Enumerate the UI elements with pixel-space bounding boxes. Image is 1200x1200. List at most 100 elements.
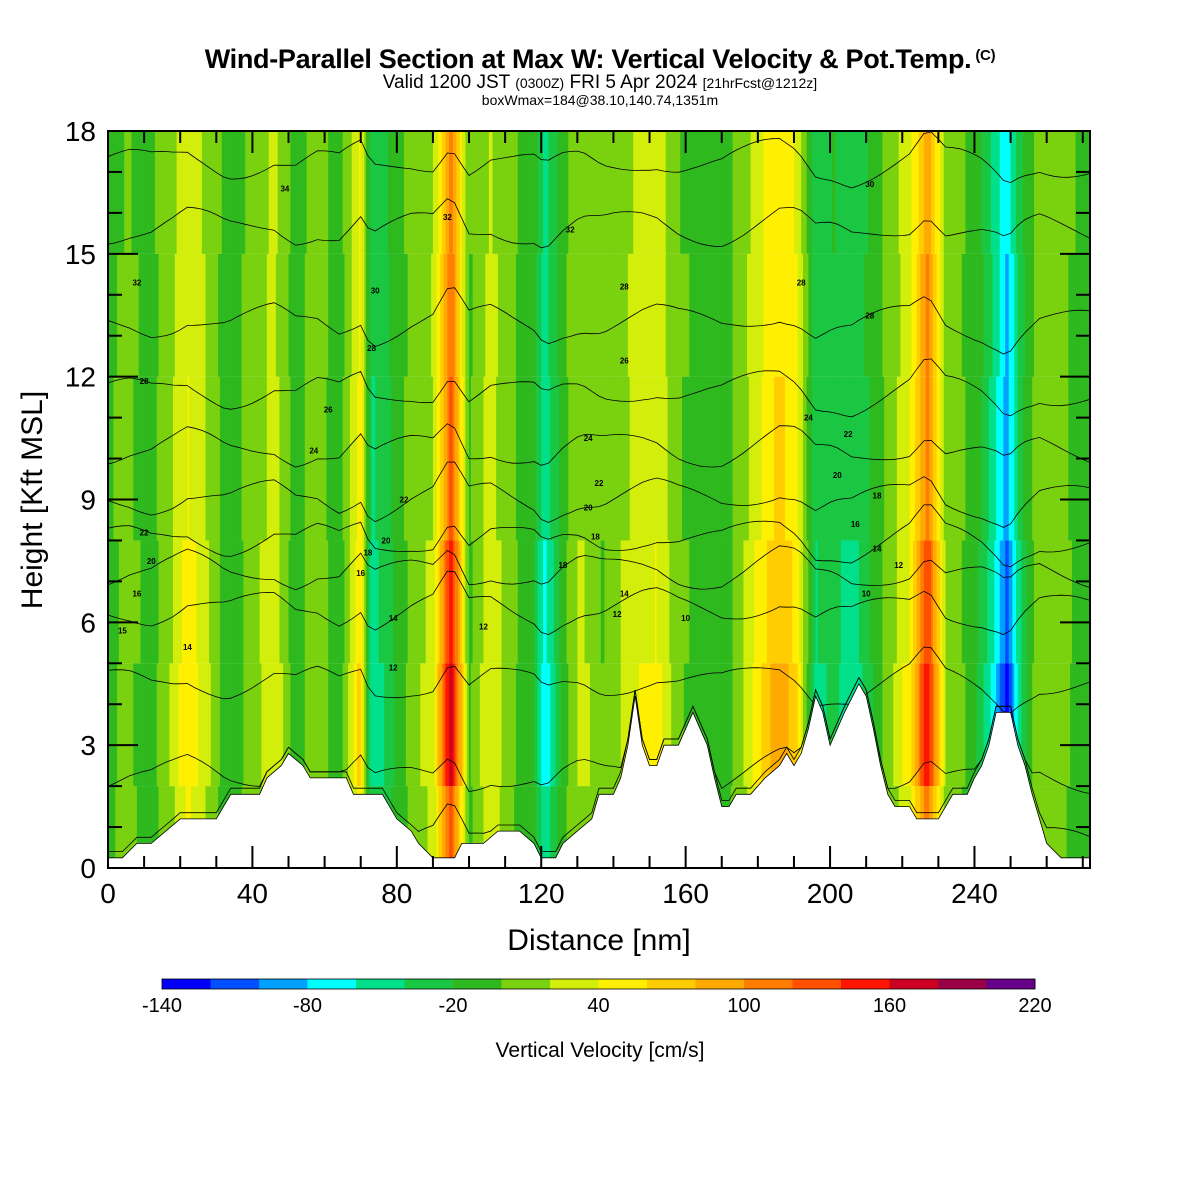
w-cell [1061, 131, 1064, 254]
w-cell [662, 663, 665, 787]
w-cell [1043, 663, 1046, 787]
w-cell [584, 131, 587, 254]
w-cell [786, 376, 790, 541]
w-cell [588, 376, 591, 541]
w-cell [225, 376, 228, 541]
w-cell [812, 376, 815, 541]
w-cell [351, 131, 355, 254]
w-cell [626, 253, 629, 377]
w-cell [548, 786, 551, 868]
w-cell [313, 131, 317, 254]
w-cell [1052, 131, 1055, 254]
w-cell [793, 540, 797, 664]
w-cell [759, 131, 763, 254]
w-cell [949, 376, 952, 541]
w-cell [568, 663, 571, 787]
w-cell [339, 253, 342, 377]
w-cell [932, 663, 936, 787]
w-cell [638, 131, 642, 254]
w-cell [819, 131, 822, 254]
contour-label: 16 [356, 569, 365, 578]
w-cell [335, 663, 338, 787]
w-cell [828, 663, 831, 787]
w-cell [176, 131, 180, 254]
w-cell [481, 786, 485, 868]
w-cell [404, 131, 407, 254]
w-cell [145, 663, 149, 787]
w-cell [727, 253, 730, 377]
w-cell [597, 663, 600, 787]
w-cell [797, 663, 800, 787]
w-cell [577, 663, 580, 787]
w-cell [615, 131, 618, 254]
w-cell [734, 540, 737, 664]
contour-label: 34 [280, 184, 289, 193]
w-cell [501, 540, 504, 664]
w-cell [747, 131, 750, 254]
w-cell [295, 663, 299, 787]
w-cell [1010, 131, 1013, 254]
w-cell [844, 253, 847, 377]
w-cell [595, 131, 598, 254]
w-cell [694, 540, 698, 664]
w-cell [440, 540, 443, 664]
w-cell [772, 253, 775, 377]
w-cell [748, 663, 752, 787]
w-cell [313, 540, 317, 664]
w-cell [745, 376, 748, 541]
w-cell [812, 540, 815, 664]
isentrope-line [108, 545, 1090, 591]
w-cell [1062, 540, 1066, 664]
contour-label: 28 [367, 344, 376, 353]
w-cell [788, 663, 791, 787]
w-cell [561, 786, 564, 868]
w-cell [685, 131, 689, 254]
w-cell [990, 131, 994, 254]
w-cell [425, 663, 429, 787]
w-cell [555, 131, 559, 254]
w-cell [532, 131, 535, 254]
w-cell [748, 376, 752, 541]
w-cell [564, 540, 568, 664]
w-cell [382, 131, 385, 254]
w-cell [599, 376, 602, 541]
w-cell [376, 540, 380, 664]
w-cell [268, 540, 272, 664]
w-cell [777, 131, 781, 254]
w-cell [432, 253, 436, 377]
w-cell [864, 540, 867, 664]
w-cell [149, 663, 152, 787]
w-cell [1050, 786, 1053, 868]
w-cell [519, 376, 522, 541]
w-cell [151, 786, 154, 868]
w-cell [156, 376, 160, 541]
w-cell [727, 540, 730, 664]
w-cell [434, 540, 438, 664]
w-cell [979, 540, 983, 664]
w-cell [221, 663, 225, 787]
w-cell [1034, 131, 1037, 254]
contour-label: 14 [620, 590, 629, 599]
w-cell [431, 376, 434, 541]
w-cell [396, 253, 400, 377]
w-cell [1025, 253, 1028, 377]
w-cell [140, 786, 143, 868]
w-cell [151, 131, 154, 254]
vertical-velocity-field [108, 131, 1090, 868]
w-cell [131, 786, 134, 868]
w-cell [952, 540, 956, 664]
w-cell [934, 131, 938, 254]
w-cell [1037, 131, 1041, 254]
w-cell [584, 540, 587, 664]
w-cell [413, 786, 416, 868]
w-cell [858, 253, 862, 377]
w-cell [420, 663, 423, 787]
w-cell [721, 663, 725, 787]
w-cell [310, 253, 313, 377]
w-cell [981, 253, 985, 377]
w-cell [427, 253, 430, 377]
w-cell [667, 540, 671, 664]
w-cell [763, 253, 766, 377]
w-cell [279, 540, 282, 664]
w-cell [232, 376, 235, 541]
